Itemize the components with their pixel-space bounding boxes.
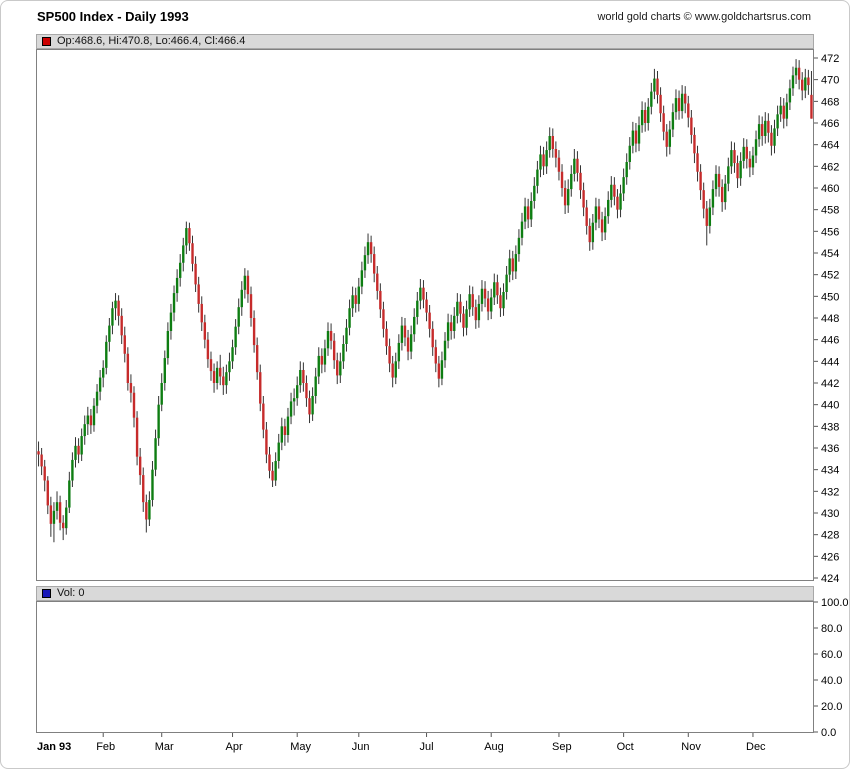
price-series-marker-icon xyxy=(42,37,51,46)
svg-text:Nov: Nov xyxy=(681,741,701,753)
svg-text:472: 472 xyxy=(821,53,839,65)
svg-text:80.0: 80.0 xyxy=(821,623,842,635)
svg-text:Aug: Aug xyxy=(484,741,504,753)
svg-text:Jul: Jul xyxy=(420,741,434,753)
svg-text:434: 434 xyxy=(821,465,839,477)
svg-text:448: 448 xyxy=(821,313,839,325)
svg-text:436: 436 xyxy=(821,443,839,455)
svg-text:450: 450 xyxy=(821,291,839,303)
svg-text:440: 440 xyxy=(821,400,839,412)
svg-text:0.0: 0.0 xyxy=(821,727,836,739)
price-chart-panel xyxy=(36,49,814,581)
svg-text:460: 460 xyxy=(821,183,839,195)
svg-text:446: 446 xyxy=(821,335,839,347)
svg-text:464: 464 xyxy=(821,140,839,152)
svg-text:20.0: 20.0 xyxy=(821,701,842,713)
svg-text:424: 424 xyxy=(821,573,839,585)
svg-text:Jun: Jun xyxy=(352,741,370,753)
svg-text:Jan 93: Jan 93 xyxy=(37,741,71,753)
volume-series-marker-icon xyxy=(42,589,51,598)
svg-text:462: 462 xyxy=(821,161,839,173)
svg-text:470: 470 xyxy=(821,75,839,87)
svg-text:456: 456 xyxy=(821,226,839,238)
svg-text:432: 432 xyxy=(821,486,839,498)
svg-text:444: 444 xyxy=(821,356,839,368)
volume-legend-bar: Vol: 0 xyxy=(36,586,814,601)
svg-text:426: 426 xyxy=(821,551,839,563)
svg-text:458: 458 xyxy=(821,205,839,217)
svg-text:40.0: 40.0 xyxy=(821,675,842,687)
svg-text:Mar: Mar xyxy=(155,741,174,753)
volume-legend: Vol: 0 xyxy=(57,587,85,599)
svg-text:438: 438 xyxy=(821,421,839,433)
price-ohlc-legend: Op:468.6, Hi:470.8, Lo:466.4, Cl:466.4 xyxy=(57,35,246,47)
svg-text:466: 466 xyxy=(821,118,839,130)
chart-title: SP500 Index - Daily 1993 xyxy=(37,9,189,24)
copyright-text: world gold charts © www.goldchartsrus.co… xyxy=(597,11,811,23)
svg-text:454: 454 xyxy=(821,248,839,260)
svg-text:Feb: Feb xyxy=(96,741,115,753)
svg-text:468: 468 xyxy=(821,96,839,108)
svg-text:428: 428 xyxy=(821,530,839,542)
svg-text:430: 430 xyxy=(821,508,839,520)
svg-text:Oct: Oct xyxy=(617,741,634,753)
svg-text:May: May xyxy=(290,741,311,753)
svg-text:452: 452 xyxy=(821,270,839,282)
svg-text:Dec: Dec xyxy=(746,741,766,753)
svg-text:60.0: 60.0 xyxy=(821,649,842,661)
price-legend-bar: Op:468.6, Hi:470.8, Lo:466.4, Cl:466.4 xyxy=(36,34,814,49)
svg-text:100.0: 100.0 xyxy=(821,597,849,609)
svg-text:Apr: Apr xyxy=(226,741,243,753)
svg-text:442: 442 xyxy=(821,378,839,390)
volume-chart-panel xyxy=(36,601,814,733)
svg-text:Sep: Sep xyxy=(552,741,572,753)
